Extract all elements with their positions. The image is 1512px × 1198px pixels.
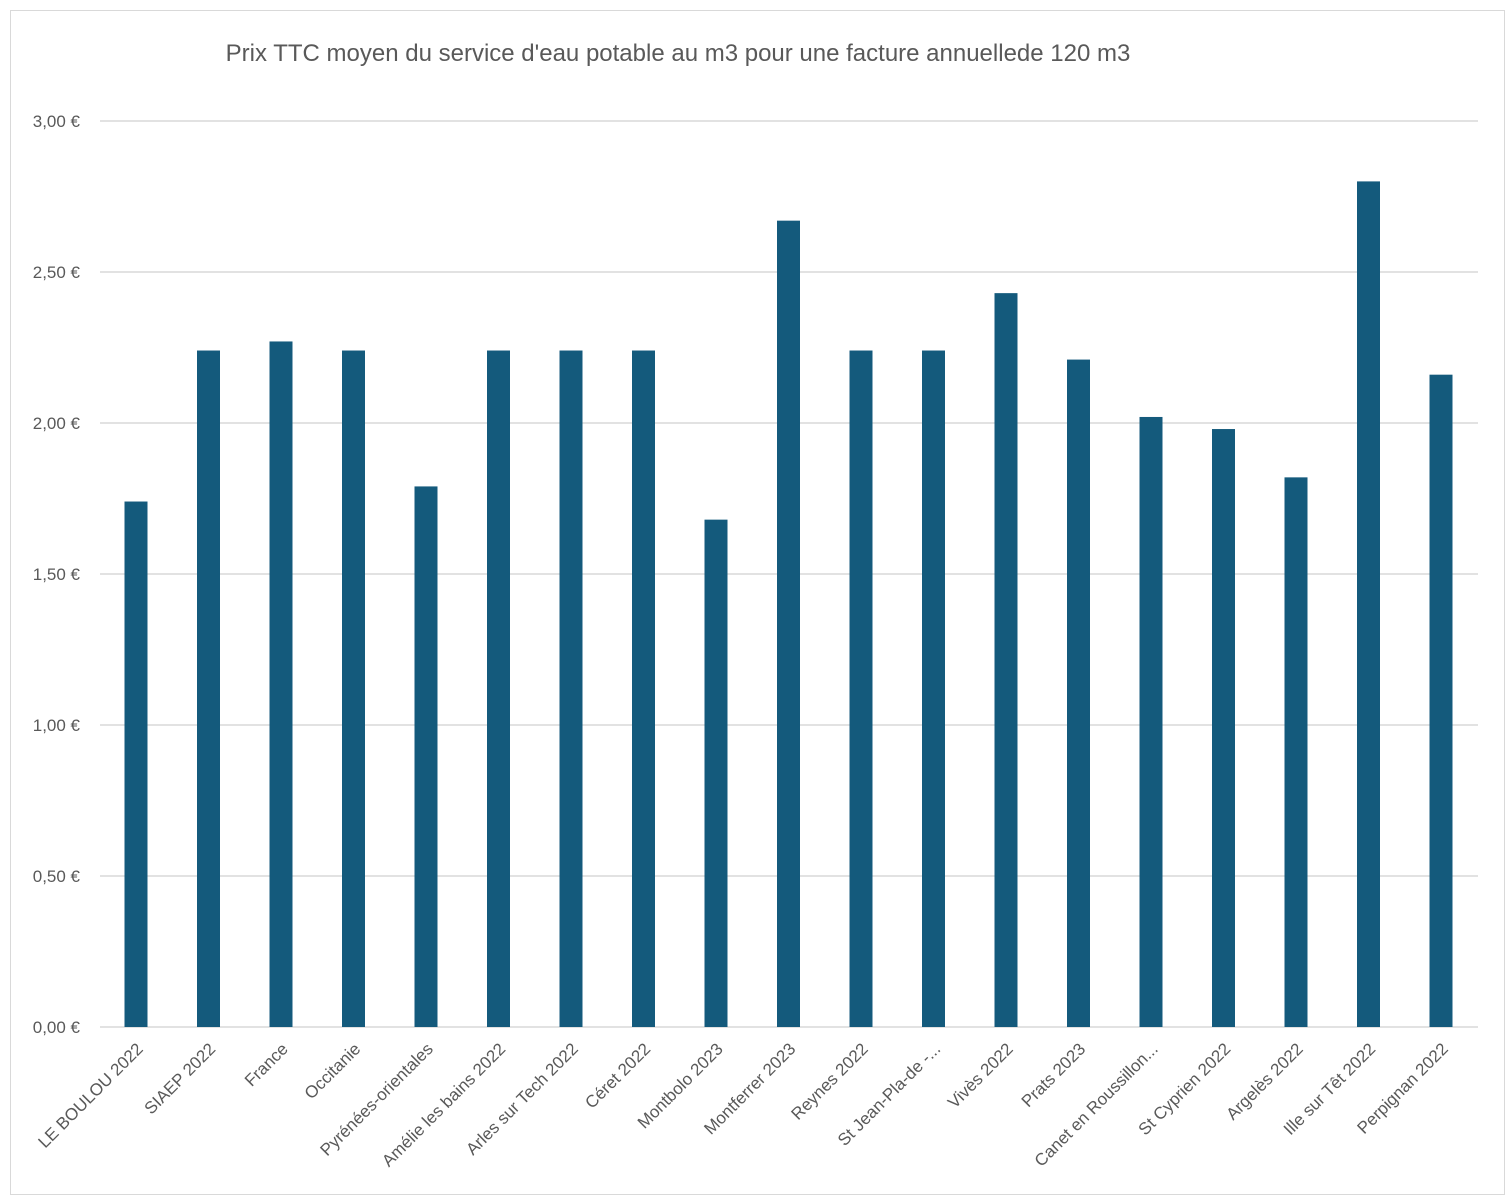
bar (1067, 359, 1090, 1028)
x-category-label: LE BOULOU 2022 (34, 1039, 146, 1151)
x-category-label: Occitanie (301, 1039, 365, 1103)
y-tick-label: 2,00 € (33, 414, 81, 433)
bar (849, 350, 873, 1027)
chart-title: Prix TTC moyen du service d'eau potable … (226, 40, 1131, 67)
x-category-label: SIAEP 2022 (141, 1039, 220, 1118)
y-tick-label: 1,00 € (33, 716, 81, 735)
bar (922, 350, 945, 1027)
bar (124, 501, 148, 1027)
x-category-label: Vivès 2022 (944, 1039, 1017, 1112)
bar (704, 519, 728, 1027)
x-category-label: Céret 2022 (581, 1039, 654, 1112)
y-tick-label: 3,00 € (33, 112, 81, 131)
bars (124, 181, 1453, 1028)
bar (1284, 477, 1308, 1027)
bar (1357, 181, 1380, 1027)
x-category-label: Amélie les bains 2022 (378, 1039, 509, 1170)
y-tick-label: 1,50 € (33, 565, 81, 584)
bar (994, 293, 1018, 1027)
bar (414, 486, 438, 1027)
x-category-label: Prats 2023 (1018, 1039, 1090, 1111)
bar (559, 350, 583, 1027)
bar (1212, 429, 1235, 1027)
bar (487, 350, 510, 1027)
bar (197, 350, 220, 1027)
y-tick-label: 2,50 € (33, 263, 81, 282)
bar (269, 341, 293, 1028)
bar (777, 220, 800, 1027)
bar (1139, 416, 1163, 1028)
x-category-label: Canet en Roussillon... (1031, 1039, 1162, 1170)
bar (342, 350, 365, 1027)
x-category-label: France (241, 1039, 292, 1090)
bar (1429, 374, 1453, 1027)
y-tick-label: 0,00 € (33, 1018, 81, 1037)
bar (632, 350, 655, 1027)
y-axis-ticks: 0,00 € 0,50 € 1,00 € 1,50 € 2,00 € 2,50 € 3,00… (33, 112, 81, 1037)
y-tick-label: 0,50 € (33, 867, 81, 886)
chart-frame (10, 10, 1505, 1195)
